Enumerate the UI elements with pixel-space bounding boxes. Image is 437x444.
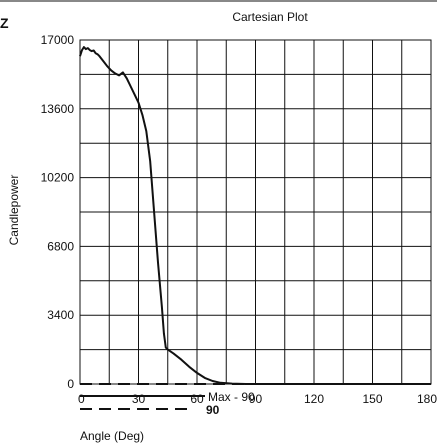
x-axis-label: Angle (Deg) [80, 429, 144, 443]
legend: Max - 90 90 [80, 390, 255, 417]
y-tick-label: 10200 [41, 171, 75, 185]
x-tick-labels: 0 30 60 90 120 150 180 [78, 392, 437, 406]
grid [79, 39, 432, 385]
x-tick-label: 90 [249, 392, 263, 406]
corner-letter: Z [0, 15, 9, 31]
x-tick-label: 150 [362, 392, 382, 406]
x-tick-label: 60 [190, 392, 204, 406]
chart-title: Cartesian Plot [232, 10, 308, 24]
series-line-max-90 [79, 46, 431, 385]
y-tick-label: 6800 [47, 239, 74, 253]
x-tick-label: 0 [78, 392, 85, 406]
y-tick-label: 3400 [47, 308, 74, 322]
legend-label-90: 90 [206, 403, 220, 417]
x-tick-label: 180 [417, 392, 437, 406]
y-tick-label: 0 [67, 377, 74, 391]
legend-label-max-90: Max - 90 [208, 390, 255, 404]
x-tick-label: 120 [304, 392, 324, 406]
y-tick-label: 13600 [41, 102, 75, 116]
y-axis-label: Candlepower [7, 175, 21, 246]
series-group [79, 46, 431, 385]
x-tick-label: 30 [132, 392, 146, 406]
y-tick-labels: 0 3400 6800 10200 13600 17000 [41, 33, 75, 391]
y-tick-label: 17000 [41, 33, 75, 47]
